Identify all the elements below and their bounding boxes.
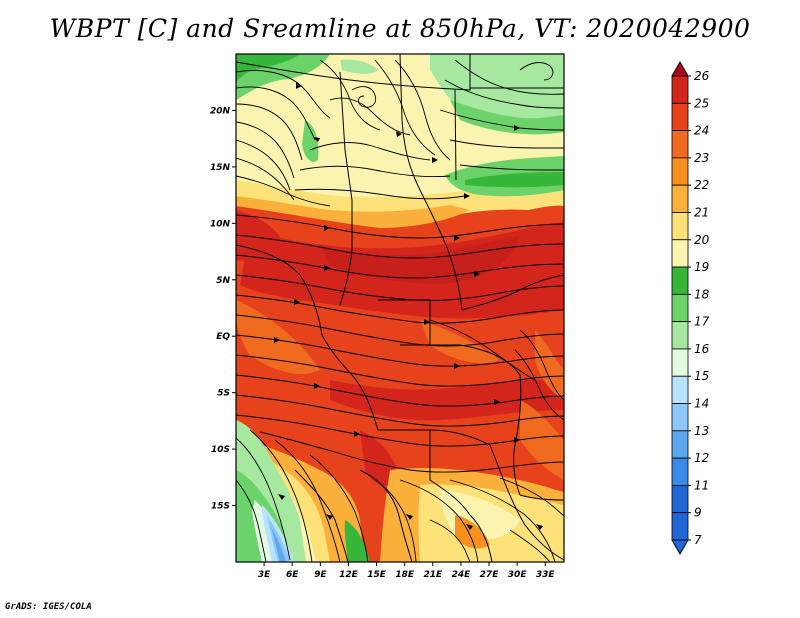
- colorbar-segment: [671, 375, 689, 404]
- lat-tick-label: 5S: [217, 389, 230, 399]
- lon-tick-label: 18E: [395, 570, 415, 580]
- colorbar-label: 26: [694, 69, 710, 83]
- lon-tick-label: 6E: [286, 570, 299, 580]
- colorbar-label: 14: [694, 397, 709, 411]
- colorbar-segment: [671, 212, 689, 241]
- colorbar-label: 20: [694, 233, 710, 247]
- colorbar-segment: [671, 293, 689, 323]
- colorbar-label: 21: [694, 205, 709, 219]
- colorbar-label: 25: [694, 96, 709, 110]
- credit-label: GrADS: IGES/COLA: [5, 602, 92, 612]
- colorbar-segment: [671, 403, 689, 432]
- colorbar-label: 17: [694, 315, 710, 329]
- colorbar-label: 13: [694, 424, 709, 438]
- colorbar-label: 11: [694, 478, 709, 492]
- colorbar-segment: [671, 321, 689, 350]
- map-frame: [235, 53, 565, 563]
- temperature-field: [236, 54, 564, 562]
- lon-tick-label: 21E: [423, 570, 443, 580]
- lon-tick-label: 3E: [258, 570, 271, 580]
- colorbar-label: 24: [694, 124, 709, 138]
- latitude-axis: 20N 15N 10N 5N EQ 5S 10S 15S: [210, 106, 236, 512]
- colorbar-label: 18: [694, 287, 710, 301]
- lat-tick-label: 10S: [211, 445, 230, 455]
- lon-tick-label: 33E: [536, 570, 556, 580]
- colorbar-label: 15: [694, 369, 709, 383]
- colorbar-segment: [671, 184, 689, 213]
- colorbar-label: 19: [694, 260, 709, 274]
- colorbar-label: 12: [694, 451, 709, 465]
- lat-tick-label: EQ: [216, 332, 230, 342]
- colorbar-segment: [671, 457, 689, 486]
- colorbar-segment: [671, 266, 689, 295]
- lon-tick-label: 12E: [339, 570, 359, 580]
- lon-tick-label: 30E: [508, 570, 528, 580]
- colorbar: 26 25 24 23 22 21 20 19 18 17 16 15 14 13 12 11 9 7: [671, 60, 710, 556]
- colorbar-label: 9: [694, 506, 702, 520]
- colorbar-segment: [671, 485, 689, 514]
- lat-tick-label: 5N: [216, 276, 230, 286]
- lon-tick-label: 24E: [452, 570, 472, 580]
- lon-tick-label: 15E: [367, 570, 387, 580]
- colorbar-label: 7: [694, 533, 702, 547]
- lon-tick-label: 27E: [480, 570, 500, 580]
- colorbar-segment: [671, 157, 689, 186]
- colorbar-segment: [671, 102, 689, 131]
- colorbar-segment: [671, 75, 689, 104]
- lat-tick-label: 15N: [210, 163, 231, 173]
- colorbar-top-arrow: [671, 60, 689, 77]
- colorbar-segment: [671, 239, 689, 268]
- colorbar-segment: [671, 130, 689, 159]
- lon-tick-label: 9E: [314, 570, 327, 580]
- lat-tick-label: 10N: [210, 219, 231, 229]
- lat-tick-label: 15S: [211, 502, 230, 512]
- longitude-axis: 3E 6E 9E 12E 15E 18E 21E 24E 27E 30E 33E: [258, 562, 556, 580]
- colorbar-bottom-arrow: [671, 539, 689, 556]
- colorbar-segment: [671, 348, 689, 377]
- country-borders: [236, 54, 564, 562]
- chart-title: WBPT [C] and Sreamline at 850hPa, VT: 20…: [49, 14, 751, 43]
- streamline-arrows: [274, 82, 543, 530]
- streamlines: [236, 59, 564, 562]
- colorbar-label: 16: [694, 342, 710, 356]
- colorbar-label: 22: [694, 178, 709, 192]
- colorbar-segment: [671, 430, 689, 459]
- colorbar-segment: [671, 512, 689, 541]
- colorbar-label: 23: [694, 151, 709, 165]
- lat-tick-label: 20N: [210, 106, 231, 116]
